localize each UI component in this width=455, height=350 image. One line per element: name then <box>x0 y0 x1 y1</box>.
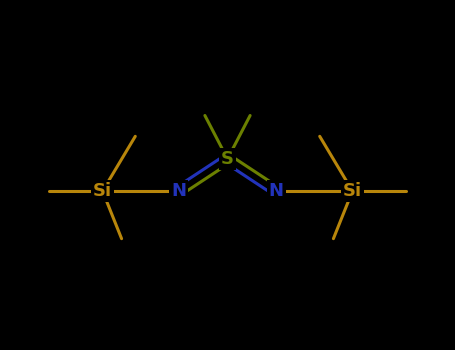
Text: S: S <box>221 150 234 168</box>
Text: Si: Si <box>93 182 112 200</box>
Text: Si: Si <box>343 182 362 200</box>
Text: N: N <box>171 182 186 200</box>
Text: N: N <box>269 182 284 200</box>
